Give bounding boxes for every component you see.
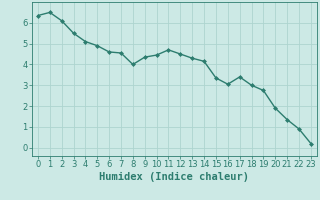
X-axis label: Humidex (Indice chaleur): Humidex (Indice chaleur) [100,172,249,182]
